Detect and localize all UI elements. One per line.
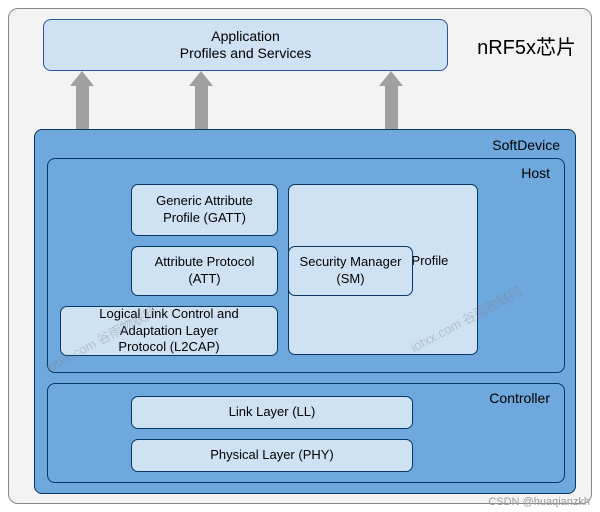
softdevice-box: SoftDevice Host Generic AttributeProfile… (34, 129, 576, 494)
footer-watermark: CSDN @huaqianzkh (488, 496, 590, 508)
controller-label: Controller (489, 390, 550, 406)
application-box: Application Profiles and Services (43, 19, 448, 71)
application-line1: Application (211, 28, 280, 46)
att-box: Attribute Protocol(ATT) (131, 246, 278, 296)
chip-label: nRF5x芯片 (477, 31, 576, 60)
controller-box: Controller Link Layer (LL) Physical Laye… (47, 383, 565, 483)
gatt-box: Generic AttributeProfile (GATT) (131, 184, 278, 236)
link-layer-box: Link Layer (LL) (131, 396, 413, 429)
softdevice-label: SoftDevice (492, 137, 560, 153)
sm-box: Security Manager(SM) (288, 246, 413, 296)
physical-layer-box: Physical Layer (PHY) (131, 439, 413, 472)
application-line2: Profiles and Services (180, 45, 312, 63)
host-box: Host Generic AttributeProfile (GATT) Gen… (47, 158, 565, 373)
l2cap-box: Logical Link Control and Adaptation Laye… (60, 306, 278, 356)
outer-frame: nRF5x芯片 Application Profiles and Service… (8, 8, 592, 504)
host-label: Host (521, 165, 550, 181)
